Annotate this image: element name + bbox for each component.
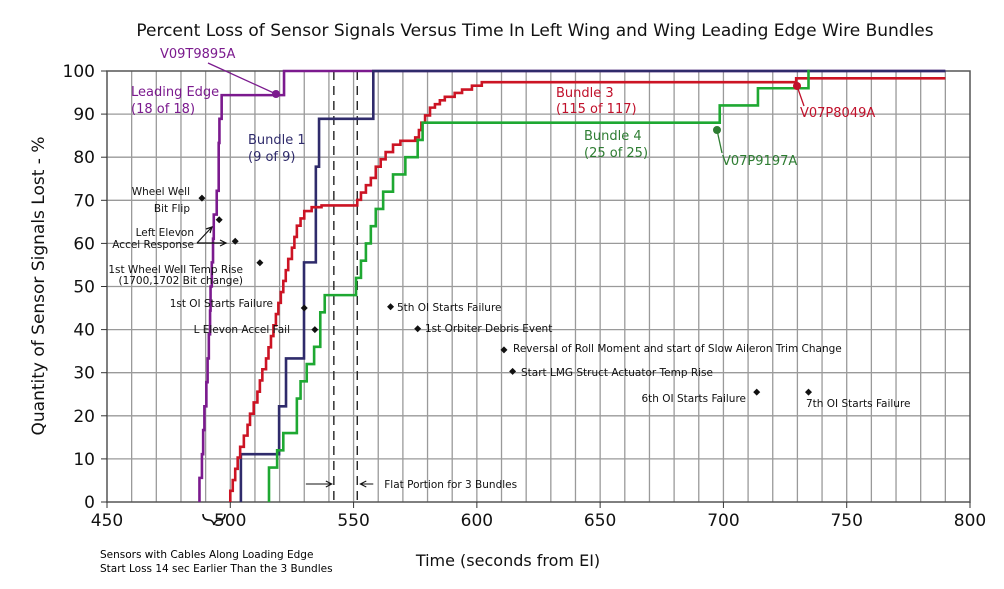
series-label: Bundle 4 bbox=[584, 129, 642, 144]
x-tick-label: 800 bbox=[954, 511, 986, 531]
series-count: (115 of 117) bbox=[556, 102, 637, 117]
flat-portion-label: Flat Portion for 3 Bundles bbox=[384, 479, 517, 491]
callout-arrowhead bbox=[793, 82, 801, 90]
y-tick-label: 10 bbox=[73, 450, 95, 470]
y-axis-label: Quantity of Sensor Signals Lost - % bbox=[29, 136, 49, 435]
event-label: 1st OI Starts Failure bbox=[170, 298, 273, 310]
accel-response-arrow bbox=[196, 226, 228, 247]
event-marker bbox=[387, 303, 395, 311]
series-line-bundle-1 bbox=[239, 69, 946, 502]
event-label: 5th OI Starts Failure bbox=[397, 302, 502, 314]
callout-label: V07P8049A bbox=[800, 106, 875, 121]
y-tick-label: 60 bbox=[73, 234, 95, 254]
brace-note: Start Loss 14 sec Earlier Than the 3 Bun… bbox=[100, 563, 333, 575]
event-marker bbox=[198, 194, 206, 202]
event-marker bbox=[215, 216, 223, 224]
callout-label: V09T9895A bbox=[160, 47, 235, 62]
x-tick-label: 550 bbox=[337, 511, 369, 531]
series-label: Bundle 3 bbox=[556, 86, 614, 101]
series-label: Leading Edge bbox=[131, 85, 219, 100]
event-marker bbox=[311, 326, 319, 334]
event-marker bbox=[804, 388, 812, 396]
y-tick-label: 80 bbox=[73, 148, 95, 168]
y-tick-label: 90 bbox=[73, 105, 95, 125]
series-count: (9 of 9) bbox=[248, 150, 295, 165]
y-tick-label: 30 bbox=[73, 364, 95, 384]
event-label: Left Elevon bbox=[136, 227, 194, 239]
event-label: Wheel Well bbox=[132, 186, 190, 198]
series-label: Bundle 1 bbox=[248, 133, 306, 148]
event-marker bbox=[414, 325, 422, 333]
event-marker bbox=[509, 367, 517, 375]
event-label: 7th OI Starts Failure bbox=[806, 398, 911, 410]
series-count: (25 of 25) bbox=[584, 146, 648, 161]
event-label: Start LMG Struct Actuator Temp Rise bbox=[521, 367, 713, 379]
y-tick-label: 0 bbox=[84, 493, 95, 513]
x-tick-label: 600 bbox=[461, 511, 493, 531]
event-label: Reversal of Roll Moment and start of Slo… bbox=[513, 343, 842, 355]
callout-arrowhead bbox=[272, 90, 280, 98]
series-count: (18 of 18) bbox=[131, 102, 195, 117]
event-label: 1st Wheel Well Temp Rise bbox=[108, 264, 243, 276]
series-line-leading-edge bbox=[198, 69, 946, 502]
flat-portion-arrow bbox=[305, 480, 333, 488]
callout-arrowhead bbox=[713, 126, 721, 134]
callout-label: V07P9197A bbox=[722, 154, 797, 169]
x-tick-label: 700 bbox=[707, 511, 739, 531]
y-tick-label: 50 bbox=[73, 278, 95, 298]
x-tick-label: 500 bbox=[214, 511, 246, 531]
event-marker bbox=[256, 259, 264, 267]
event-label: L Elevon Accel Fail bbox=[194, 324, 290, 336]
y-tick-label: 20 bbox=[73, 407, 95, 427]
event-marker bbox=[753, 388, 761, 396]
brace bbox=[202, 513, 226, 526]
y-tick-label: 40 bbox=[73, 321, 95, 341]
series-line-bundle-3 bbox=[228, 77, 946, 502]
chart-title: Percent Loss of Sensor Signals Versus Ti… bbox=[136, 21, 933, 41]
x-axis-label: Time (seconds from EI) bbox=[415, 551, 600, 570]
x-tick-label: 450 bbox=[91, 511, 123, 531]
y-tick-label: 70 bbox=[73, 191, 95, 211]
event-marker bbox=[231, 237, 239, 245]
x-tick-label: 750 bbox=[830, 511, 862, 531]
event-marker bbox=[300, 304, 308, 312]
event-label: Accel Response bbox=[112, 239, 194, 251]
event-label: 6th OI Starts Failure bbox=[642, 393, 747, 405]
flat-portion-arrow bbox=[359, 480, 374, 488]
y-tick-label: 100 bbox=[63, 62, 95, 82]
event-label: Bit Flip bbox=[154, 203, 190, 215]
event-label: (1700,1702 Bit change) bbox=[118, 275, 243, 287]
event-label: 1st Orbiter Debris Event bbox=[425, 323, 552, 335]
callout-arrow bbox=[207, 62, 277, 95]
event-marker bbox=[500, 346, 508, 354]
brace-note: Sensors with Cables Along Loading Edge bbox=[100, 549, 313, 561]
x-tick-label: 650 bbox=[584, 511, 616, 531]
series-line-bundle-4 bbox=[267, 69, 810, 502]
